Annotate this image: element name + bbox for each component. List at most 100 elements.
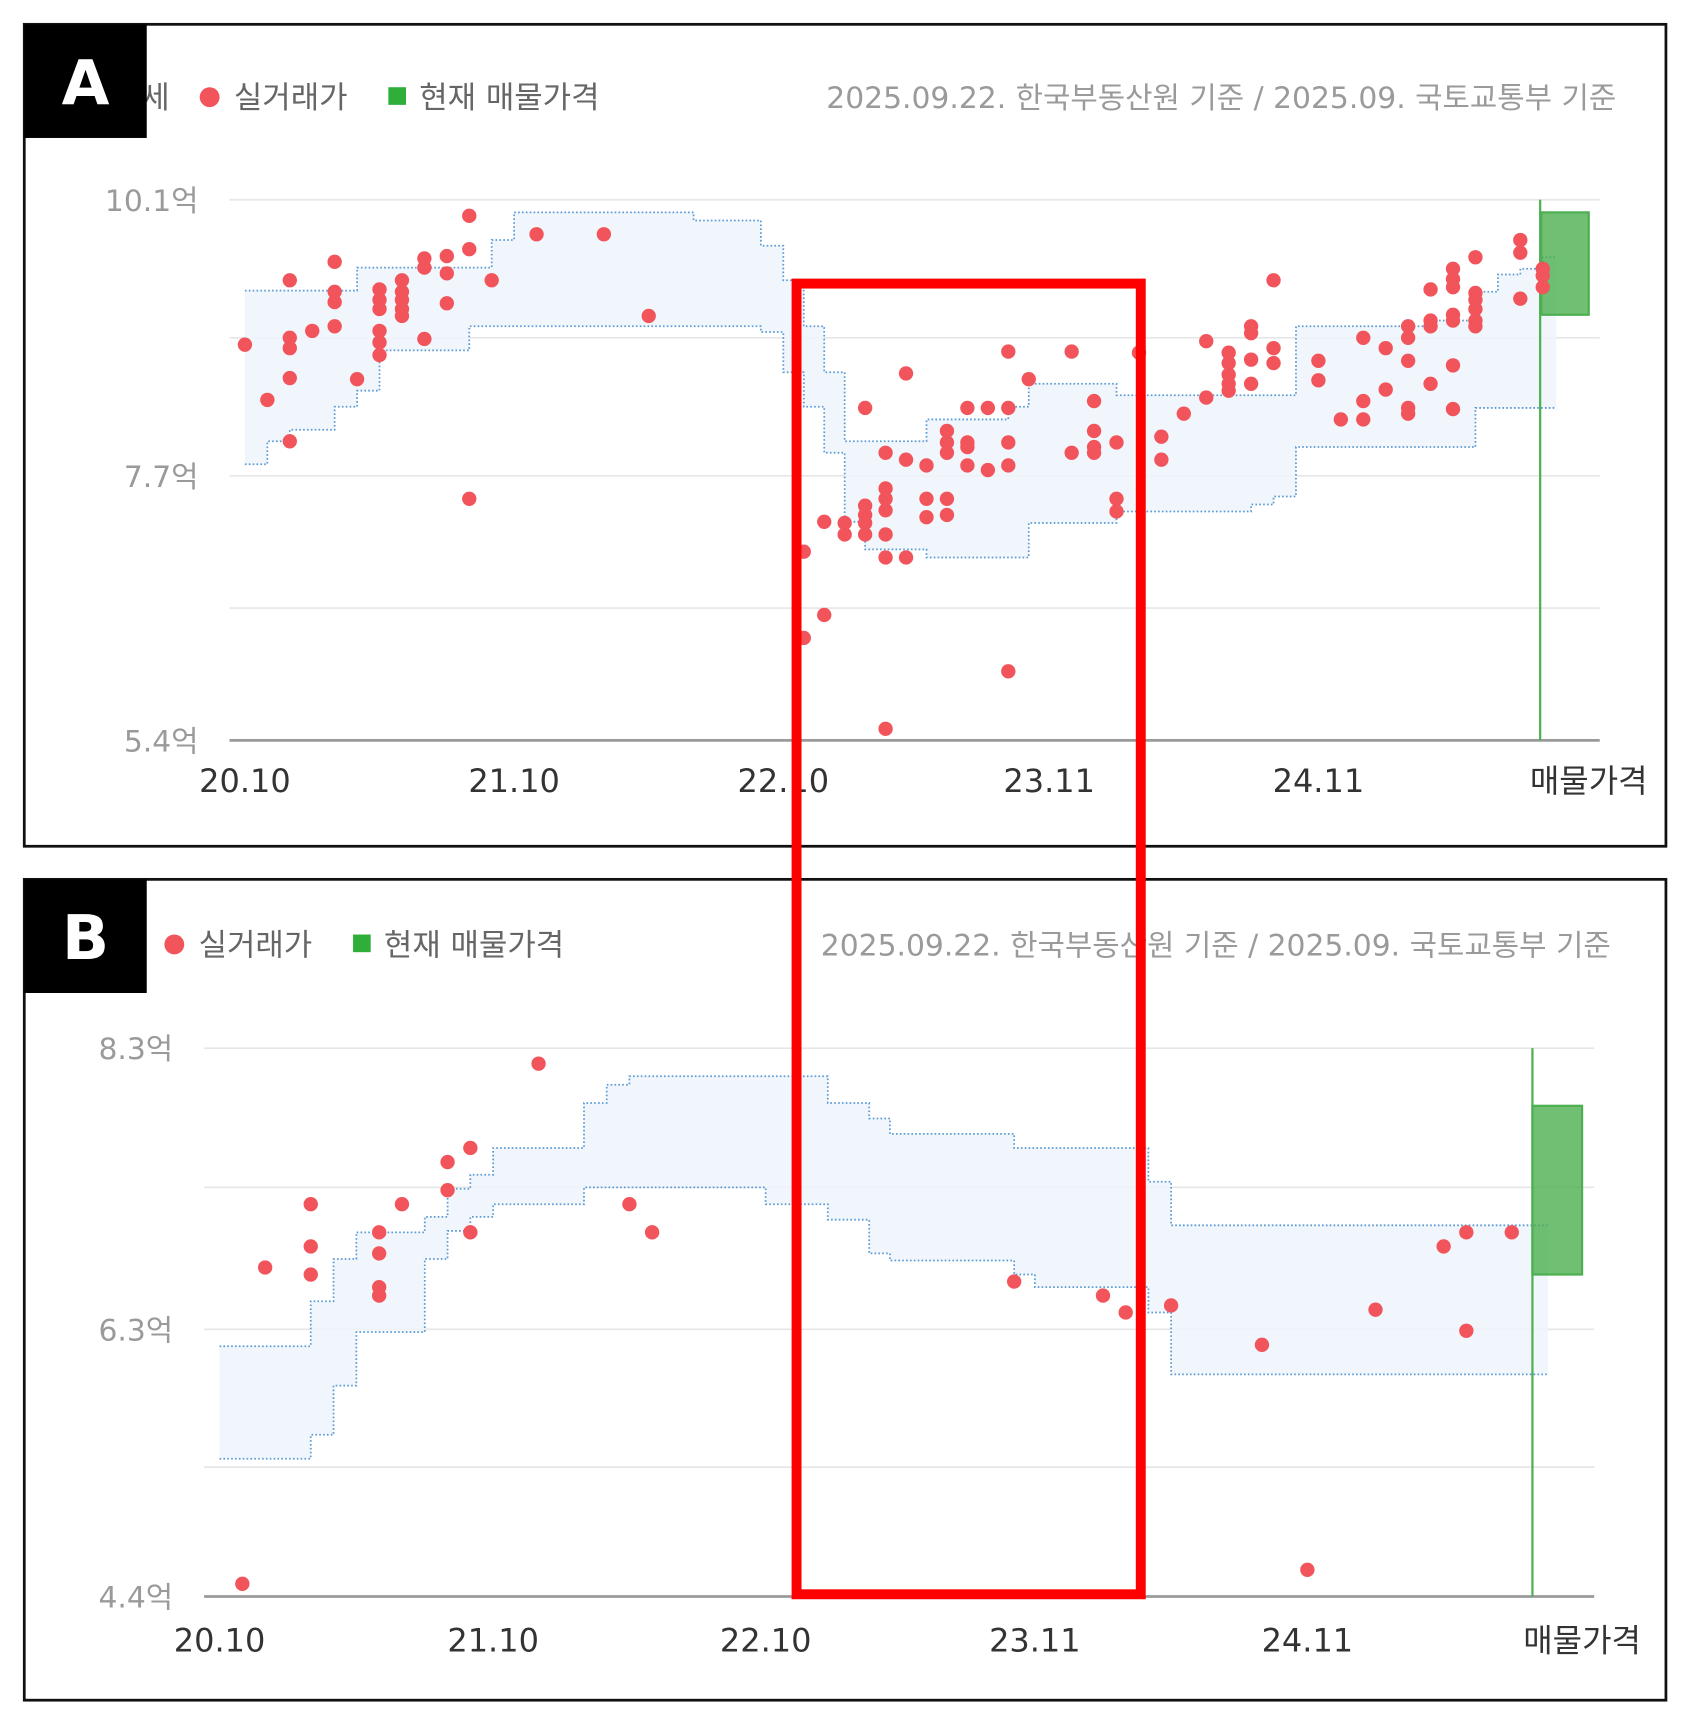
trade-point	[857, 515, 873, 531]
trade-point	[1445, 261, 1461, 276]
trade-point	[960, 458, 975, 473]
trade-point	[1436, 1239, 1451, 1254]
trade-point	[463, 1140, 478, 1156]
panel-label: B	[62, 902, 109, 974]
trade-point	[622, 1197, 637, 1212]
trade-point	[857, 527, 873, 542]
trade-point	[939, 491, 955, 506]
legend-trade-dot	[199, 87, 220, 108]
trade-point	[1400, 353, 1416, 368]
trade-point	[327, 284, 342, 299]
trade-point	[1118, 1305, 1133, 1320]
trade-point	[1154, 429, 1169, 444]
trade-point	[282, 434, 297, 449]
trade-point	[878, 445, 893, 460]
trade-point	[1001, 344, 1016, 359]
trade-point	[1459, 1225, 1474, 1240]
trade-point	[1021, 372, 1036, 387]
trade-point	[1368, 1302, 1383, 1317]
price-band-upper-line	[219, 1075, 1549, 1348]
trade-point	[960, 439, 975, 455]
trade-point	[327, 294, 342, 310]
trade-point	[1356, 330, 1371, 345]
y-tick-label: 8.3억	[98, 1032, 173, 1067]
trade-point	[371, 1288, 387, 1303]
trade-point	[394, 1197, 410, 1212]
trade-point	[372, 335, 387, 350]
trade-point	[898, 550, 914, 565]
x-tick-label: 23.11	[1003, 762, 1095, 800]
trade-point	[1423, 319, 1438, 334]
trade-point	[440, 1182, 455, 1198]
trade-point	[394, 308, 410, 324]
highlight-rectangle	[791, 278, 1146, 1600]
legend-trade-label: 실거래가	[199, 927, 313, 963]
trade-point	[417, 331, 432, 347]
trade-point	[349, 372, 365, 387]
trade-point	[372, 282, 387, 297]
trade-point	[1199, 390, 1214, 405]
trade-point	[1109, 504, 1124, 519]
trade-point	[303, 1239, 318, 1254]
source-note: 2025.09.22. 한국부동산원 기준 / 2025.09. 국토교통부 기…	[826, 81, 1616, 116]
trade-point	[260, 392, 275, 408]
legend-trade-label: 실거래가	[234, 80, 348, 116]
price-band-area	[244, 212, 1557, 558]
trade-point	[1109, 491, 1124, 506]
trade-point	[1445, 401, 1461, 417]
panel-label-box	[24, 24, 147, 138]
trade-point	[1445, 358, 1461, 373]
trade-point	[327, 254, 342, 270]
trade-point	[1064, 344, 1079, 359]
trade-point	[898, 452, 914, 467]
x-tick-label: 20.10	[174, 1622, 266, 1660]
trade-point	[1378, 382, 1393, 397]
trade-point	[980, 400, 996, 416]
trade-point	[1504, 1225, 1519, 1240]
trade-point	[1333, 412, 1349, 427]
trade-point	[484, 273, 499, 288]
trade-point	[1400, 319, 1416, 334]
trade-point	[303, 1197, 318, 1212]
source-note: 2025.09.22. 한국부동산원 기준 / 2025.09. 국토교통부 기…	[821, 928, 1611, 963]
trade-point	[462, 208, 477, 224]
trade-point	[1109, 435, 1124, 450]
trade-point	[1001, 664, 1016, 679]
trade-point	[463, 1225, 478, 1240]
trade-point	[898, 366, 914, 381]
y-tick-label: 5.4억	[124, 724, 199, 759]
trade-point	[1221, 383, 1236, 398]
trade-point	[1086, 393, 1102, 409]
trade-point	[1266, 340, 1281, 356]
trade-point	[878, 550, 893, 565]
trade-point	[1513, 232, 1528, 248]
trade-point	[857, 400, 873, 416]
trade-point	[1378, 340, 1393, 356]
legend-listing-label: 현재 매물가격	[384, 927, 564, 963]
trade-point	[417, 260, 432, 275]
trade-point	[282, 370, 297, 386]
price-band-lower-line	[244, 325, 1557, 559]
trade-point	[1423, 282, 1438, 297]
trade-point	[531, 1056, 546, 1071]
trade-point	[1086, 445, 1102, 460]
trade-point	[439, 296, 454, 311]
trade-point	[305, 323, 320, 339]
trade-point	[1459, 1323, 1474, 1338]
trade-point	[939, 423, 955, 439]
trade-point	[980, 462, 996, 478]
trade-point	[1221, 355, 1236, 371]
x-tick-label: 23.11	[989, 1622, 1081, 1660]
trade-point	[327, 319, 342, 334]
trade-point	[1300, 1562, 1315, 1577]
trade-point	[939, 445, 955, 460]
panel-label-box	[24, 879, 147, 993]
listing-price-bar	[1531, 1104, 1584, 1276]
trade-point	[1400, 406, 1416, 421]
trade-point	[462, 242, 477, 257]
trade-point	[1445, 279, 1461, 295]
trade-point	[1468, 319, 1483, 334]
trade-point	[372, 323, 387, 339]
